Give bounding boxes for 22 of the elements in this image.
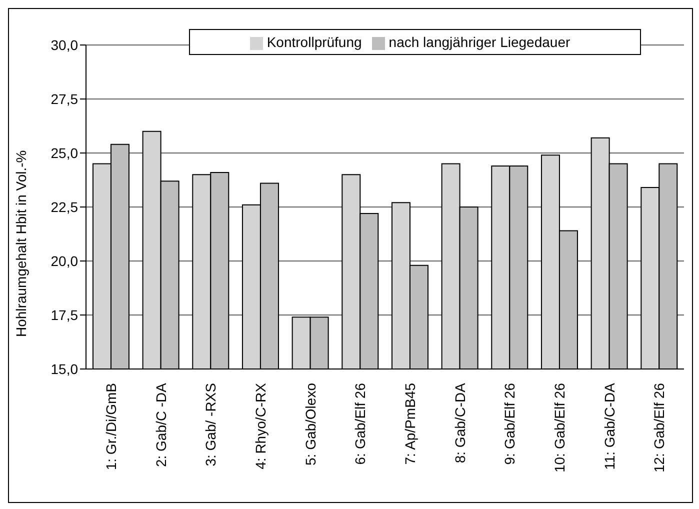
y-tick-label: 25,0 [50, 144, 78, 161]
x-tick-label: 10: Gab/Elf 26 [551, 382, 568, 473]
x-tick-label: 7: Ap/PmB45 [402, 382, 418, 465]
x-tick-label: 3: Gab/ -RXS [202, 383, 219, 466]
x-tick-label: 8: Gab/C-DA [452, 382, 468, 464]
x-tick-label: 5: Gab/Olexo [302, 382, 318, 466]
x-tick-label: 12: Gab/Elf 26 [651, 382, 668, 473]
x-tick-label: 9: Gab/Elf 26 [502, 382, 518, 465]
y-tick-label: 30,0 [50, 36, 78, 53]
y-tick-label: 27,5 [50, 90, 78, 107]
x-tick-label: 6: Gab/Elf 26 [352, 382, 368, 465]
x-tick-label: 4: Rhyo/C-RX [252, 382, 268, 470]
y-axis-title: Hohlraumgehalt Hbit in Vol.-% [12, 150, 29, 337]
legend-label: Kontrollprüfung [266, 34, 362, 50]
y-tick-label: 20,0 [50, 252, 78, 269]
x-tick-label: 11: Gab/C-DA [601, 382, 618, 470]
y-tick-label: 17,5 [50, 306, 78, 323]
x-tick-label: 1: Gr./Di/GmB [102, 383, 119, 470]
x-tick-label: 2: Gab/C -DA [152, 382, 169, 468]
legend-label: nach langjähriger Liegedauer [388, 34, 570, 50]
y-tick-label: 15,0 [50, 360, 78, 377]
y-tick-label: 22,5 [50, 198, 78, 215]
